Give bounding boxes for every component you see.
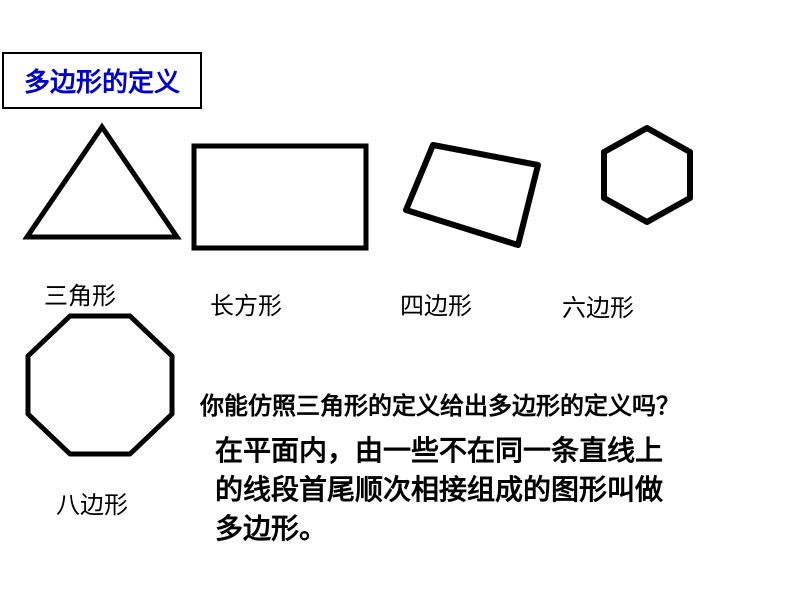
octagon-icon — [20, 310, 180, 460]
rectangle-shape — [190, 142, 370, 252]
hexagon-shape — [592, 120, 702, 230]
definition-line2: 的线段首尾顺次相接组成的图形叫做 — [215, 471, 755, 510]
quadrilateral-icon — [398, 135, 548, 255]
question-text: 你能仿照三角形的定义给出多边形的定义吗？ — [200, 386, 680, 421]
rectangle-icon — [190, 142, 370, 252]
octagon-shape — [20, 310, 180, 460]
definition-text: 在平面内，由一些不在同一条直线上 的线段首尾顺次相接组成的图形叫做 多边形。 — [215, 432, 755, 550]
definition-line1: 在平面内，由一些不在同一条直线上 — [215, 432, 755, 471]
quadrilateral-label: 四边形 — [400, 286, 472, 321]
hexagon-icon — [592, 120, 702, 230]
triangle-shape — [22, 122, 182, 242]
octagon-label: 八边形 — [56, 485, 128, 520]
hexagon-label: 六边形 — [562, 288, 634, 323]
page-title: 多边形的定义 — [24, 68, 180, 97]
triangle-label: 三角形 — [44, 276, 116, 311]
rectangle-label: 长方形 — [210, 286, 282, 321]
definition-line3: 多边形。 — [215, 510, 755, 549]
title-box: 多边形的定义 — [2, 52, 202, 109]
quadrilateral-shape — [398, 135, 548, 255]
triangle-icon — [22, 122, 182, 242]
